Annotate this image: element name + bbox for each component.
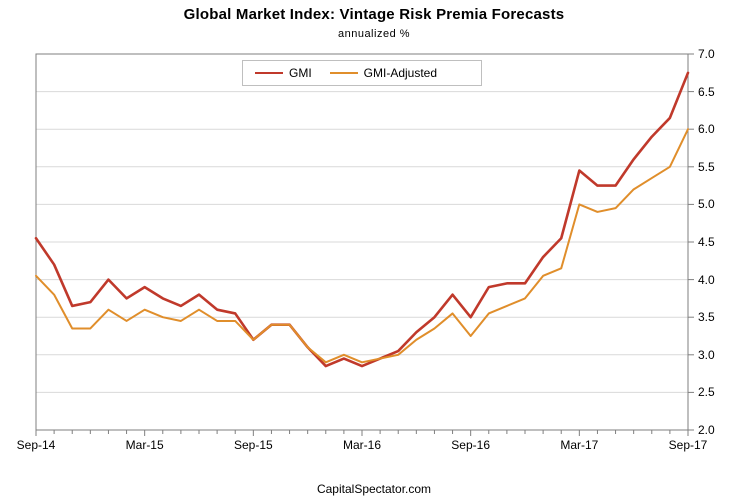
- x-tick-label: Sep-17: [669, 438, 708, 452]
- y-tick-label: 4.0: [698, 273, 715, 287]
- plot-svg: [30, 48, 724, 458]
- legend: GMI GMI-Adjusted: [242, 60, 482, 86]
- x-tick-label: Sep-15: [234, 438, 273, 452]
- legend-label: GMI: [289, 66, 312, 80]
- legend-item: GMI-Adjusted: [330, 66, 437, 80]
- x-tick-label: Mar-16: [343, 438, 381, 452]
- y-tick-label: 5.5: [698, 160, 715, 174]
- y-tick-label: 2.0: [698, 423, 715, 437]
- legend-item: GMI: [255, 66, 312, 80]
- legend-swatch: [330, 72, 358, 74]
- plot-area: GMI GMI-Adjusted 2.0 2.5 3.0 3.5 4.0 4.5 5.0 5.5…: [30, 48, 724, 458]
- chart-title: Global Market Index: Vintage Risk Premia…: [0, 6, 748, 23]
- chart-subtitle: annualized %: [0, 28, 748, 40]
- y-tick-label: 3.5: [698, 310, 715, 324]
- chart-footer: CapitalSpectator.com: [0, 482, 748, 496]
- legend-label: GMI-Adjusted: [364, 66, 437, 80]
- y-tick-label: 5.0: [698, 197, 715, 211]
- y-tick-label: 2.5: [698, 385, 715, 399]
- y-tick-label: 6.0: [698, 122, 715, 136]
- y-tick-label: 7.0: [698, 47, 715, 61]
- x-tick-label: Mar-15: [126, 438, 164, 452]
- y-tick-label: 6.5: [698, 85, 715, 99]
- chart-frame: Global Market Index: Vintage Risk Premia…: [0, 0, 748, 504]
- x-tick-label: Sep-14: [17, 438, 56, 452]
- y-tick-label: 4.5: [698, 235, 715, 249]
- y-tick-label: 3.0: [698, 348, 715, 362]
- legend-swatch: [255, 72, 283, 74]
- x-tick-label: Mar-17: [560, 438, 598, 452]
- x-tick-label: Sep-16: [451, 438, 490, 452]
